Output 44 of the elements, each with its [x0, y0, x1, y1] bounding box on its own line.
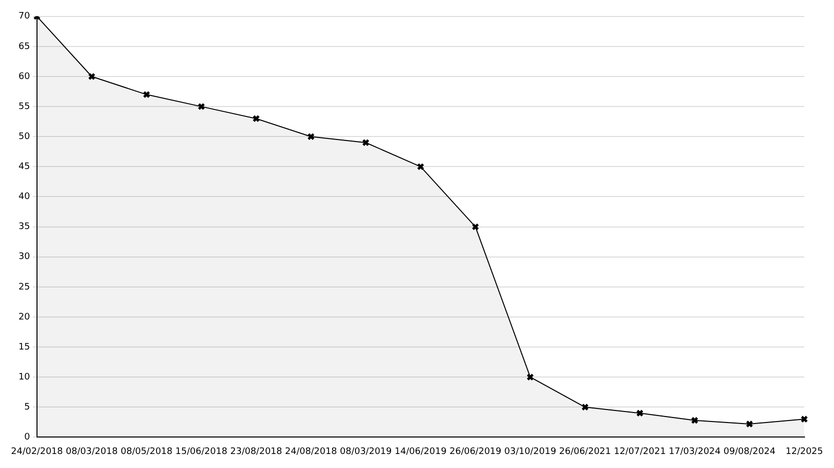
y-tick-label: 45 [18, 162, 30, 172]
y-tick-label: 40 [18, 192, 30, 202]
x-tick-label: 26/06/2021 [559, 446, 611, 457]
y-tick-label: 60 [18, 72, 30, 82]
y-tick-label: 15 [18, 342, 30, 352]
x-tick-label: 17/03/2024 [668, 446, 721, 457]
x-tick-label: 12/07/2021 [614, 446, 666, 457]
point [690, 416, 698, 424]
point [88, 72, 96, 80]
x-tick-label: 08/05/2018 [120, 446, 173, 457]
y-tick-label: 10 [18, 372, 30, 382]
y-tick-label: 55 [18, 102, 30, 112]
point [252, 114, 260, 122]
point [472, 223, 480, 231]
x-tick-label: 08/03/2018 [66, 446, 118, 457]
x-tick-label: 14/06/2019 [394, 446, 447, 457]
point [800, 415, 808, 423]
x-tick-label: 23/08/2018 [230, 446, 282, 457]
point [636, 409, 644, 417]
point [526, 373, 534, 381]
x-tick-label: 24/02/2018 [11, 446, 64, 457]
y-tick-label: 30 [18, 252, 30, 262]
y-tick-label: 5 [24, 402, 30, 412]
point [581, 403, 589, 411]
x-tick-label: 08/03/2019 [340, 446, 392, 457]
x-tick-label: 26/06/2019 [449, 446, 502, 457]
point [307, 132, 315, 140]
y-tick-label: 50 [18, 132, 30, 142]
y-tick-label: 65 [18, 42, 30, 52]
x-tick-label: 24/08/2018 [285, 446, 338, 457]
y-tick-label: 0 [24, 432, 30, 443]
y-tick-label: 35 [18, 222, 30, 232]
y-tick-label: 20 [18, 312, 30, 322]
y-tick-label: 25 [18, 282, 30, 292]
x-tick-label: 09/08/2024 [724, 446, 776, 457]
point [362, 138, 370, 146]
point [198, 102, 206, 110]
point [746, 420, 754, 428]
point [142, 90, 150, 98]
y-tick-label: 70 [18, 12, 30, 22]
point [416, 162, 424, 170]
x-tick-label: 15/06/2018 [175, 446, 228, 457]
x-tick-label: 12/2025 [786, 446, 823, 457]
x-tick-label: 03/10/2019 [504, 446, 556, 457]
